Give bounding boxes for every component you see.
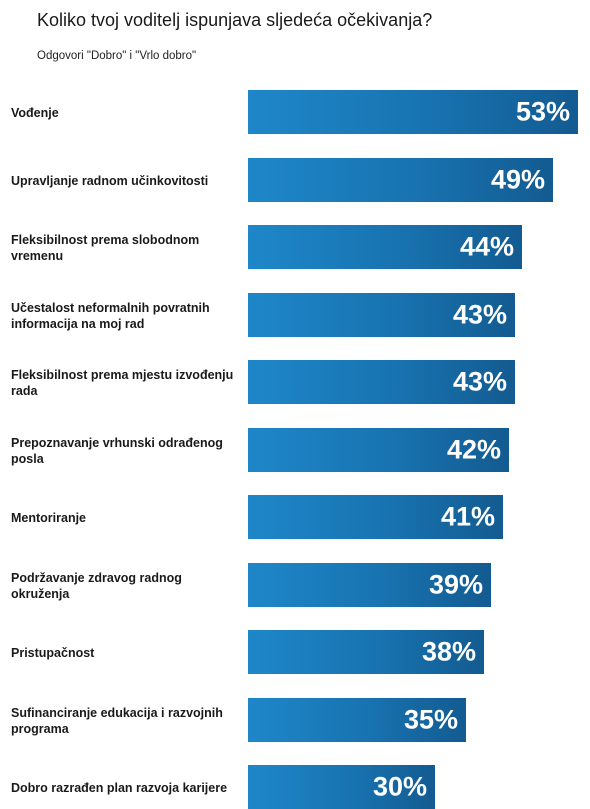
- category-label: Sufinanciranje edukacija i razvojnih pro…: [11, 705, 223, 736]
- category-label: Dobro razrađen plan razvoja karijere: [11, 781, 228, 795]
- bar: 43%: [248, 360, 515, 404]
- bar-value-label: 39%: [428, 569, 483, 599]
- bar-value-label: 30%: [372, 771, 427, 802]
- bar-value-label: 38%: [421, 636, 476, 667]
- bar-value-label: 41%: [440, 501, 495, 532]
- bar: 39%: [248, 562, 491, 607]
- category-label: Pristupačnost: [11, 646, 95, 660]
- bar: 43%: [248, 292, 515, 337]
- bar-value-label: 53%: [515, 96, 570, 127]
- bar: 38%: [248, 630, 484, 674]
- bar: 35%: [248, 697, 466, 742]
- category-label: Mentoriranje: [11, 511, 87, 525]
- bar: 44%: [248, 225, 522, 269]
- category-label: Prepoznavanje vrhunski odrađenog posla: [11, 435, 223, 466]
- bar-value-label: 44%: [459, 231, 514, 262]
- bar: 42%: [248, 427, 509, 472]
- bar-value-label: 35%: [403, 704, 458, 734]
- category-label: Upravljanje radnom učinkovitosti: [11, 173, 209, 188]
- bar: 41%: [248, 495, 503, 539]
- bar: 53%: [248, 90, 578, 134]
- category-label: Učestalost neformalnih povratnih informa…: [11, 300, 210, 331]
- category-label: Vođenje: [11, 106, 59, 120]
- bar-value-label: 49%: [490, 164, 545, 194]
- bar-value-label: 43%: [452, 299, 507, 329]
- bar-value-label: 43%: [452, 366, 507, 397]
- category-label: Podržavanje zdravog radnog okruženja: [11, 570, 182, 601]
- bar-value-label: 42%: [446, 434, 501, 464]
- category-label: Fleksibilnost prema mjestu izvođenju rad…: [11, 368, 234, 398]
- chart-subtitle: Odgovori "Dobro" i "Vrlo dobro": [37, 50, 197, 62]
- bar: 30%: [248, 765, 435, 809]
- chart-title: Koliko tvoj voditelj ispunjava sljedeća …: [37, 10, 433, 30]
- category-label: Fleksibilnost prema slobodnom vremenu: [11, 233, 200, 263]
- bar: 49%: [248, 157, 553, 202]
